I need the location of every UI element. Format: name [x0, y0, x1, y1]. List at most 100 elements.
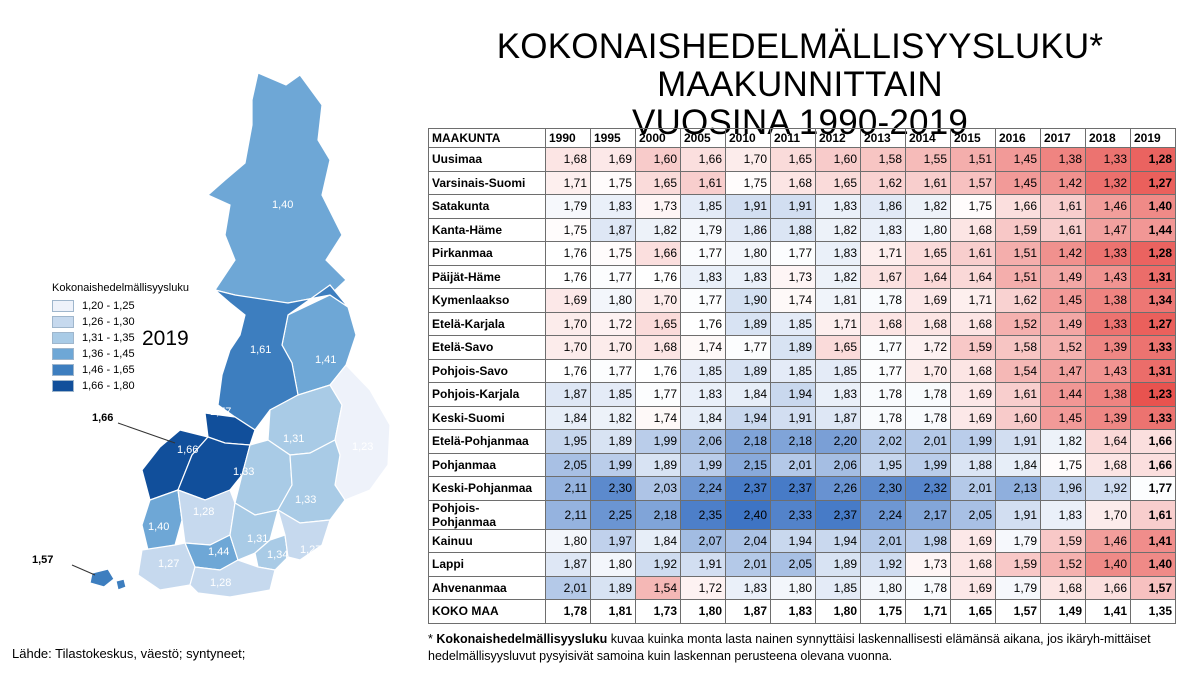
value-cell: 1,92: [1085, 476, 1131, 501]
row-label: Pohjois-Savo: [428, 358, 546, 383]
value-cell: 2,05: [770, 552, 816, 577]
value-cell: 1,61: [1040, 217, 1086, 242]
value-cell: 1,49: [1040, 311, 1086, 336]
header-year-2017: 2017: [1040, 128, 1086, 148]
label-pohjois-pohjanmaa: 1,61: [250, 344, 271, 356]
legend-swatch: [52, 348, 74, 360]
value-cell: 1,28: [1130, 241, 1176, 266]
value-cell: 1,60: [815, 147, 861, 172]
value-cell: 2,11: [545, 476, 591, 501]
value-cell: 1,99: [680, 452, 726, 477]
value-cell: 2,37: [725, 476, 771, 501]
region-etela-savo: [277, 439, 346, 524]
value-cell: 1,47: [1040, 358, 1086, 383]
value-cell: 2,20: [815, 429, 861, 454]
value-cell: 2,26: [815, 476, 861, 501]
value-cell: 1,60: [635, 147, 681, 172]
header-year-2018: 2018: [1085, 128, 1131, 148]
value-cell: 1,45: [1040, 288, 1086, 313]
header-year-2000: 2000: [635, 128, 681, 148]
value-cell: 1,69: [950, 405, 996, 430]
value-cell: 1,46: [1085, 194, 1131, 219]
value-cell: 1,65: [815, 335, 861, 360]
value-cell: 1,66: [995, 194, 1041, 219]
value-cell: 1,32: [1085, 170, 1131, 195]
value-cell: 1,43: [1085, 358, 1131, 383]
row-label: Päijät-Häme: [428, 264, 546, 289]
value-cell: 1,69: [950, 382, 996, 407]
value-cell: 1,75: [590, 241, 636, 266]
value-cell: 1,87: [545, 552, 591, 577]
row-label: Pohjois-Karjala: [428, 382, 546, 407]
value-cell: 2,25: [590, 499, 636, 530]
value-cell: 1,85: [815, 358, 861, 383]
value-cell: 1,40: [1085, 552, 1131, 577]
value-cell: 1,73: [635, 194, 681, 219]
value-cell: 1,80: [770, 575, 816, 600]
value-cell: 1,34: [1130, 288, 1176, 313]
value-cell: 1,82: [905, 194, 951, 219]
chart-title-line-1: KOKONAISHEDELMÄLLISYYSLUKU* MAAKUNNITTAI…: [496, 27, 1104, 104]
label-etela-karjala: 1,27: [300, 544, 321, 556]
value-cell: 1,27: [1130, 311, 1176, 336]
table-row: Kainuu 1,80 1,97 1,84 2,07 2,04 1,94 1,94 2,01 1,…: [428, 528, 1176, 553]
value-cell: 1,91: [725, 194, 771, 219]
value-cell: 1,86: [725, 217, 771, 242]
value-cell: 1,95: [860, 452, 906, 477]
value-cell: 1,88: [950, 452, 996, 477]
row-label: Etelä-Karjala: [428, 311, 546, 336]
value-cell: 1,52: [995, 311, 1041, 336]
value-cell: 1,82: [635, 217, 681, 242]
value-cell: 2,24: [860, 499, 906, 530]
row-label: Pohjanmaa: [428, 452, 546, 477]
region-lappi: [206, 72, 347, 304]
value-cell: 1,67: [860, 264, 906, 289]
finland-region-map: 1,40 1,41 1,61 1,77 1,66 1,31 1,23 1,33 …: [32, 72, 391, 598]
header-year-2013: 2013: [860, 128, 906, 148]
row-label: KOKO MAA: [428, 599, 546, 624]
row-label: Varsinais-Suomi: [428, 170, 546, 195]
region-etela-karjala: [277, 508, 331, 561]
value-cell: 1,76: [680, 311, 726, 336]
value-cell: 2,01: [545, 575, 591, 600]
value-cell: 2,17: [905, 499, 951, 530]
value-cell: 1,52: [1040, 552, 1086, 577]
value-cell: 1,70: [635, 288, 681, 313]
value-cell: 1,71: [905, 599, 951, 624]
value-cell: 1,68: [950, 311, 996, 336]
value-cell: 1,33: [1085, 241, 1131, 266]
value-cell: 1,88: [770, 217, 816, 242]
value-cell: 2,15: [725, 452, 771, 477]
value-cell: 2,35: [680, 499, 726, 530]
value-cell: 1,70: [905, 358, 951, 383]
value-cell: 1,51: [995, 264, 1041, 289]
value-cell: 1,80: [590, 288, 636, 313]
value-cell: 1,89: [725, 358, 771, 383]
value-cell: 2,01: [770, 452, 816, 477]
value-cell: 1,83: [815, 382, 861, 407]
value-cell: 1,89: [815, 552, 861, 577]
value-cell: 1,87: [590, 217, 636, 242]
value-cell: 1,85: [770, 311, 816, 336]
value-cell: 1,77: [680, 241, 726, 266]
value-cell: 1,39: [1085, 335, 1131, 360]
value-cell: 1,70: [1085, 499, 1131, 530]
value-cell: 1,69: [950, 528, 996, 553]
value-cell: 1,82: [815, 217, 861, 242]
callout-line-pohjanmaa: [117, 422, 176, 444]
value-cell: 2,05: [545, 452, 591, 477]
value-cell: 1,62: [995, 288, 1041, 313]
value-cell: 1,77: [590, 264, 636, 289]
value-cell: 1,78: [905, 382, 951, 407]
value-cell: 1,95: [545, 429, 591, 454]
value-cell: 1,46: [1085, 528, 1131, 553]
row-label: Lappi: [428, 552, 546, 577]
value-cell: 1,83: [590, 194, 636, 219]
legend-rows: 1,20 - 1,25 1,26 - 1,30 1,31 - 1,35 1,36 - …: [52, 298, 189, 394]
value-cell: 1,43: [1085, 264, 1131, 289]
value-cell: 1,66: [1085, 575, 1131, 600]
value-cell: 1,85: [815, 575, 861, 600]
value-cell: 1,78: [905, 405, 951, 430]
value-cell: 1,69: [590, 147, 636, 172]
value-cell: 1,92: [635, 552, 681, 577]
